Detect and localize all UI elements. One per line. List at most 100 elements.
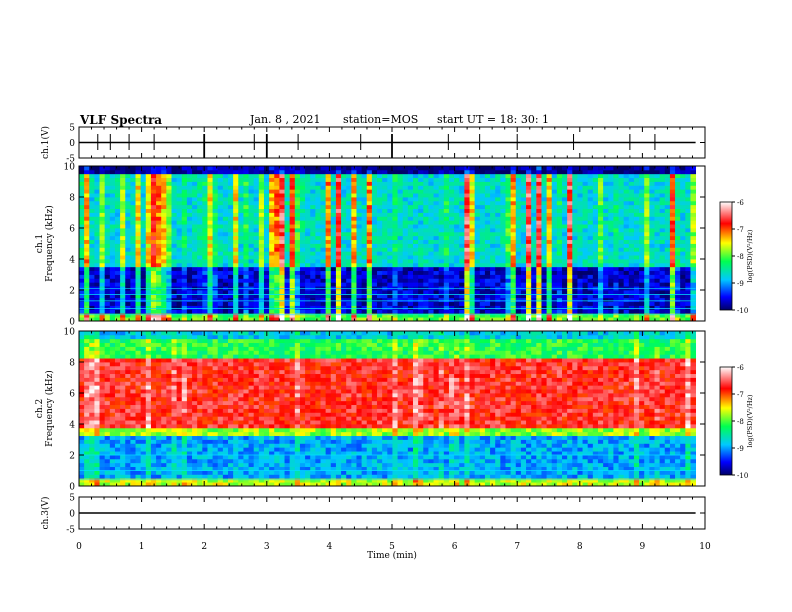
spectrogram-cell [150,305,157,310]
spectrogram-cell [382,231,388,237]
spectrogram-cell [685,313,691,318]
spectrogram-cell [577,228,583,233]
spectrogram-cell [520,255,527,260]
spectrogram-cell [89,243,95,248]
spectrogram-cell [99,185,106,190]
spectrogram-cell [84,224,90,229]
spectrogram-cell [253,216,260,221]
spectrogram-cell [79,239,85,244]
spectrogram-cell [582,293,589,299]
spectrogram-cell [84,235,90,241]
spectrogram-cell [654,282,661,287]
spectrogram-cell [541,262,547,268]
spectrogram-cell [597,243,604,248]
spectrogram-cell [536,193,542,198]
spectrogram-cell [577,216,583,221]
spectrogram-cell [197,169,203,175]
spectrogram-cell [79,305,85,310]
spectrogram-cell [664,297,671,303]
spectrogram-cell [217,301,224,306]
spectrogram-cell [510,251,517,256]
spectrogram-cell [258,197,265,202]
spectrogram-cell [526,169,532,175]
spectrogram-cell [222,313,229,318]
spectrogram-cell [222,297,229,303]
spectrogram-cell [418,251,424,256]
spectrogram-cell [392,255,398,260]
spectrogram-cell [423,262,429,268]
spectrogram-cell [479,262,486,268]
spectrogram-cell [114,212,121,217]
spectrogram-cell [402,239,409,244]
spectrogram-cell [644,251,650,256]
spectrogram-cell [644,208,650,213]
spectrogram-cell [284,282,291,287]
spectrogram-cell [587,216,594,221]
spectrogram-cell [192,189,198,194]
spectrogram-cell [618,212,625,217]
spectrogram-cell [608,173,614,179]
spectrogram-cell [212,243,219,248]
spectrogram-cell [397,193,404,198]
spectrogram-cell [233,274,239,279]
spectrogram-cell [320,251,327,256]
spectrogram-cell [104,224,111,229]
spectrogram-cell [654,204,661,210]
spectrogram-cell [510,243,517,248]
spectrogram-cell [633,262,640,268]
spectrogram-cell [387,255,393,260]
spectrogram-cell [520,193,527,198]
spectrogram-cell [551,185,558,190]
spectrogram-cell [628,181,635,186]
spectrogram-cell [644,204,650,210]
spectrogram-cell [228,305,234,310]
spectrogram-cell [366,212,373,217]
spectrogram-cell [515,301,522,306]
spectrogram-cell [639,309,645,314]
spectrogram-cell [310,305,316,310]
spectrogram-cell [490,169,496,175]
spectrogram-cell [608,251,614,256]
spectrogram-cell [145,204,152,210]
spectrogram-cell [490,317,496,322]
spectrogram-cell [217,239,224,244]
spectrogram-cell [89,408,95,413]
spectrogram-cell [171,293,178,299]
spectrogram-cell [500,228,506,233]
spectrogram-cell [212,220,219,225]
spectrogram-cell [680,197,686,202]
spectrogram-cell [114,204,121,210]
spectrogram-cell [371,220,378,225]
spectrogram-cell [315,224,321,229]
spectrogram-cell [104,173,111,179]
spectrogram-cell [407,297,414,303]
spectrogram-cell [382,317,388,322]
spectrogram-cell [125,317,131,322]
spectrogram-cell [145,301,152,306]
spectrogram-cell [140,216,147,221]
spectrogram-cell [166,235,172,241]
spectrogram-cell [130,216,136,221]
spectrogram-cell [664,216,671,221]
spectrogram-cell [628,301,635,306]
spectrogram-cell [531,204,537,210]
spectrogram-cell [618,216,625,221]
spectrogram-cell [448,212,455,217]
spectrogram-cell [89,204,95,210]
spectrogram-cell [510,297,517,303]
spectrogram-cell [438,290,445,295]
spectrogram-cell [490,212,496,217]
spectrogram-cell [181,266,188,272]
spectrogram-cell [361,212,368,217]
spectrogram-cell [587,313,594,318]
spectrogram-cell [582,251,589,256]
spectrogram-cell [222,173,229,179]
spectrogram-cell [299,313,306,318]
spectrogram-cell [320,282,327,287]
spectrogram-cell [526,208,532,213]
spectrogram-cell [464,309,470,314]
spectrogram-cell [99,396,106,402]
spectrogram-cell [562,290,568,295]
spectrogram-cell [79,181,85,186]
spectrogram-cell [474,278,481,283]
